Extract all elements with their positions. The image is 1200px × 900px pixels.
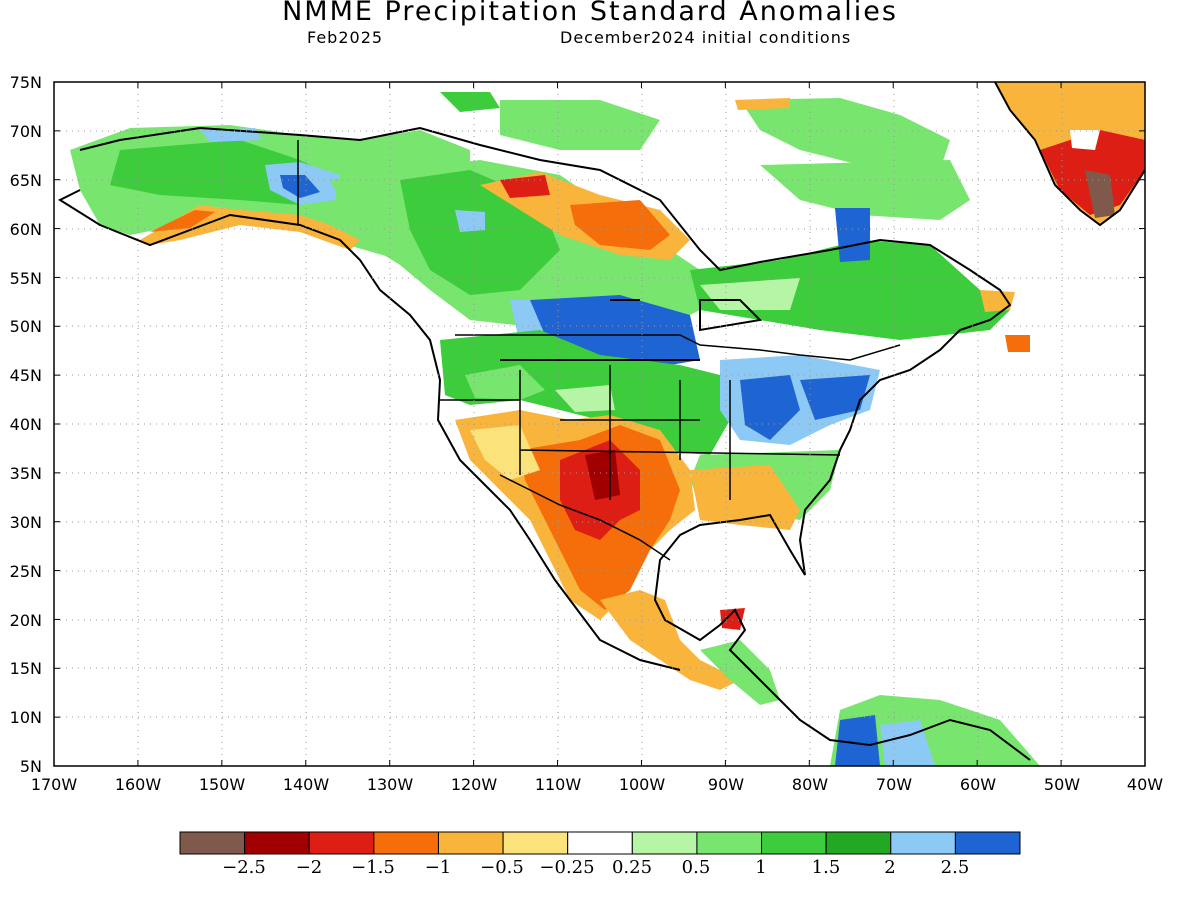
colorbar-swatch [373,831,439,855]
colorbar-label: 1.5 [812,857,841,878]
colorbar-label: 2 [884,857,895,878]
lat-label: 75N [10,73,42,92]
lat-label: 35N [10,464,42,483]
colorbar-label: −0.25 [539,857,594,878]
graticule [54,82,1145,766]
colorbar-label: 2.5 [941,857,970,878]
lat-label: 5N [20,757,42,776]
colorbar-swatch [631,831,698,855]
colorbar-label: 0.5 [682,857,711,878]
longitude-labels: 170W 160W 150W 140W 130W 120W 110W 100W … [31,775,1163,794]
lon-label: 130W [367,775,414,794]
lon-label: 80W [792,775,828,794]
colorbar-label: −1.5 [351,857,395,878]
colorbar [179,831,1021,855]
lat-label: 40N [10,415,42,434]
lon-label: 70W [876,775,912,794]
lat-label: 30N [10,513,42,532]
lat-label: 25N [10,562,42,581]
lon-label: 60W [960,775,996,794]
map-title: NMME Precipitation Standard Anomalies [282,0,898,27]
colorbar-label: −1 [425,857,452,878]
colorbar-swatch [437,831,504,855]
lon-label: 50W [1044,775,1080,794]
colorbar-swatch [696,831,763,855]
colorbar-swatch [567,831,633,855]
lon-label: 90W [708,775,744,794]
colorbar-label: −2 [296,857,323,878]
colorbar-swatch [825,831,892,855]
anomaly-shading [70,82,1145,766]
colorbar-swatch [308,831,375,855]
lat-label: 50N [10,317,42,336]
lat-label: 60N [10,220,42,239]
colorbar-swatch [179,831,246,855]
lon-label: 120W [451,775,498,794]
colorbar-swatch [502,831,569,855]
colorbar-label: −2.5 [222,857,266,878]
lat-label: 70N [10,122,42,141]
colorbar-labels: −2.5 −2 −1.5 −1 −0.5 −0.25 0.25 0.5 1 1.… [222,857,969,878]
lon-label: 170W [31,775,78,794]
lon-label: 100W [619,775,666,794]
colorbar-label: 1 [755,857,766,878]
lon-label: 140W [283,775,330,794]
coastlines [57,82,1145,761]
forecast-month: Feb2025 [307,28,384,47]
latitude-labels: 75N 70N 65N 60N 55N 50N 45N 40N 35N 30N … [10,73,42,776]
lat-label: 55N [10,269,42,288]
initial-conditions: December2024 initial conditions [560,28,852,47]
lat-label: 65N [10,171,42,190]
lat-label: 15N [10,659,42,678]
lon-label: 110W [535,775,582,794]
lon-label: 150W [199,775,246,794]
lon-label: 40W [1127,775,1163,794]
colorbar-label: −0.5 [480,857,524,878]
colorbar-swatch [761,831,827,855]
lat-label: 10N [10,708,42,727]
colorbar-label: 0.25 [612,857,652,878]
lat-label: 20N [10,611,42,630]
colorbar-swatch [244,831,310,855]
axis-ticks [53,81,1146,767]
colorbar-swatch [890,831,956,855]
lon-label: 160W [115,775,162,794]
political-borders [297,140,901,561]
anomaly-map [54,82,1145,766]
lat-label: 45N [10,366,42,385]
colorbar-swatch [954,831,1021,855]
